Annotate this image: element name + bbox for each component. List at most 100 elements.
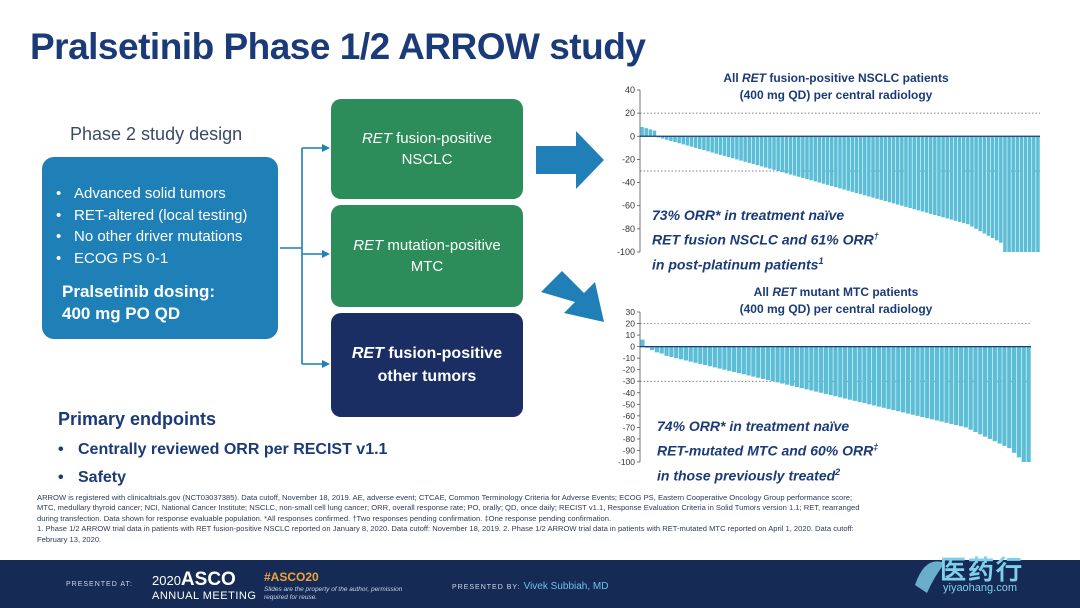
bar [648,129,653,137]
bar [792,136,797,176]
bar [949,346,954,424]
hashtag: #ASCO20 [264,570,319,584]
bar [707,346,713,367]
bar [813,136,818,182]
bar [710,136,714,153]
watermark-logo-icon [915,561,945,593]
bar [693,136,698,148]
bar [842,136,846,190]
bar [706,136,710,152]
bar [693,346,698,363]
bar [685,136,690,146]
bar [818,346,824,393]
bar [941,136,945,218]
bracket-arrowheads [322,144,330,368]
bar [797,136,801,177]
bar [846,136,851,191]
bar [968,346,973,430]
bar [891,346,896,411]
bar [747,136,752,163]
bar [920,346,925,417]
bar [857,346,862,402]
bar [910,346,915,415]
bar [958,346,964,427]
bar [900,136,904,206]
dosing-info: Pralsetinib dosing: 400 mg PO QD [62,281,215,325]
bar [973,346,978,432]
y-tick-label: 30 [626,307,636,317]
bar [957,136,962,222]
bar [1021,346,1026,462]
bar [1026,346,1031,462]
dosing-label: Pralsetinib dosing: [62,282,216,301]
bar [772,136,776,170]
bar [809,346,814,391]
bar [759,136,764,167]
arm-nsclc: RET fusion-positive NSCLC [331,99,523,199]
bar [717,346,722,369]
bar [804,346,809,390]
y-tick-label: -100 [617,247,635,257]
bar [997,346,1002,444]
bar [925,346,930,419]
bar [640,127,644,137]
bar [949,136,954,220]
asco-logo: 2020ASCO [152,569,236,590]
endpoints-heading: Primary endpoints [58,409,217,429]
arm-label-line1: RET mutation-positive [353,237,501,254]
bar [664,346,669,356]
y-tick-label: -60 [622,201,635,211]
bar [867,136,871,197]
bar [937,136,941,217]
bar [788,136,793,175]
down-right-arrow-icon [541,271,604,322]
bar [785,346,790,385]
criteria-item: No other driver mutations [56,226,278,248]
bar [756,346,761,378]
bar [828,346,833,396]
bar [953,136,958,221]
bar [983,346,988,437]
bar [677,136,681,144]
bar [992,346,997,442]
bar [732,346,737,372]
bar [735,136,739,160]
bar [780,136,785,173]
bar [838,346,843,398]
bar [883,136,888,202]
bar [963,346,968,428]
bar [1007,346,1012,449]
bar [1003,136,1007,252]
bar [1016,346,1022,458]
bar [829,136,834,187]
bar [722,346,727,370]
y-tick-label: -20 [622,154,635,164]
bar [698,136,702,150]
bar [1015,136,1020,252]
arm-label-line1: RET fusion-positive [351,345,503,362]
bar [673,136,677,143]
y-tick-label: 40 [625,85,635,95]
bar [847,346,853,400]
orr-annotation-mtc: 74% ORR* in treatment naïve RET-mutated … [657,418,879,484]
bar [912,136,916,210]
copyright-note: Slides are the property of the author, p… [264,586,403,601]
bar [681,136,686,145]
bar [731,136,735,159]
bar [879,136,883,200]
bar [834,136,838,188]
bar [688,346,693,362]
bar [928,136,933,214]
bar [751,136,756,165]
bar [825,136,830,185]
arm-mtc: RET mutation-positive MTC [331,205,523,307]
bar [945,136,949,219]
bar [654,346,660,353]
bar [669,136,673,141]
y-tick-label: -10 [623,353,636,363]
bar [660,136,665,139]
bar [674,346,679,359]
bar [934,346,939,421]
y-tick-label: -50 [623,399,636,409]
bar [823,346,828,394]
